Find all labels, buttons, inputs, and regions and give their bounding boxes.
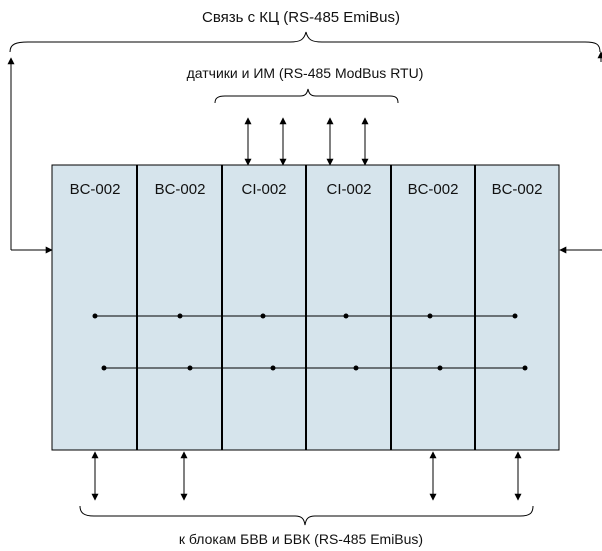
emibus-blocks-label: к блокам БВВ и БВК (RS-485 EmiBus) <box>178 531 424 547</box>
module-name-2: BC-002 <box>154 181 206 198</box>
module-name-5: BC-002 <box>407 181 459 198</box>
module-name-3: CI-002 <box>241 181 287 198</box>
module-name-1: BC-002 <box>69 181 121 198</box>
module-name-6: BC-002 <box>491 181 543 198</box>
top-brace <box>9 31 601 53</box>
module-name-4: CI-002 <box>326 181 372 198</box>
modbus-label: датчики и ИМ (RS-485 ModBus RTU) <box>186 65 424 81</box>
modbus-brace <box>214 88 399 104</box>
sensor-arrows <box>244 117 369 166</box>
bus-2-nodes <box>101 365 528 371</box>
bottom-brace <box>79 505 534 526</box>
module-dividers <box>136 165 476 450</box>
bottom-arrows <box>91 451 522 501</box>
emibus-kc-label: Связь с КЦ (RS-485 EmiBus) <box>202 9 400 26</box>
bus-1-nodes <box>92 313 518 319</box>
